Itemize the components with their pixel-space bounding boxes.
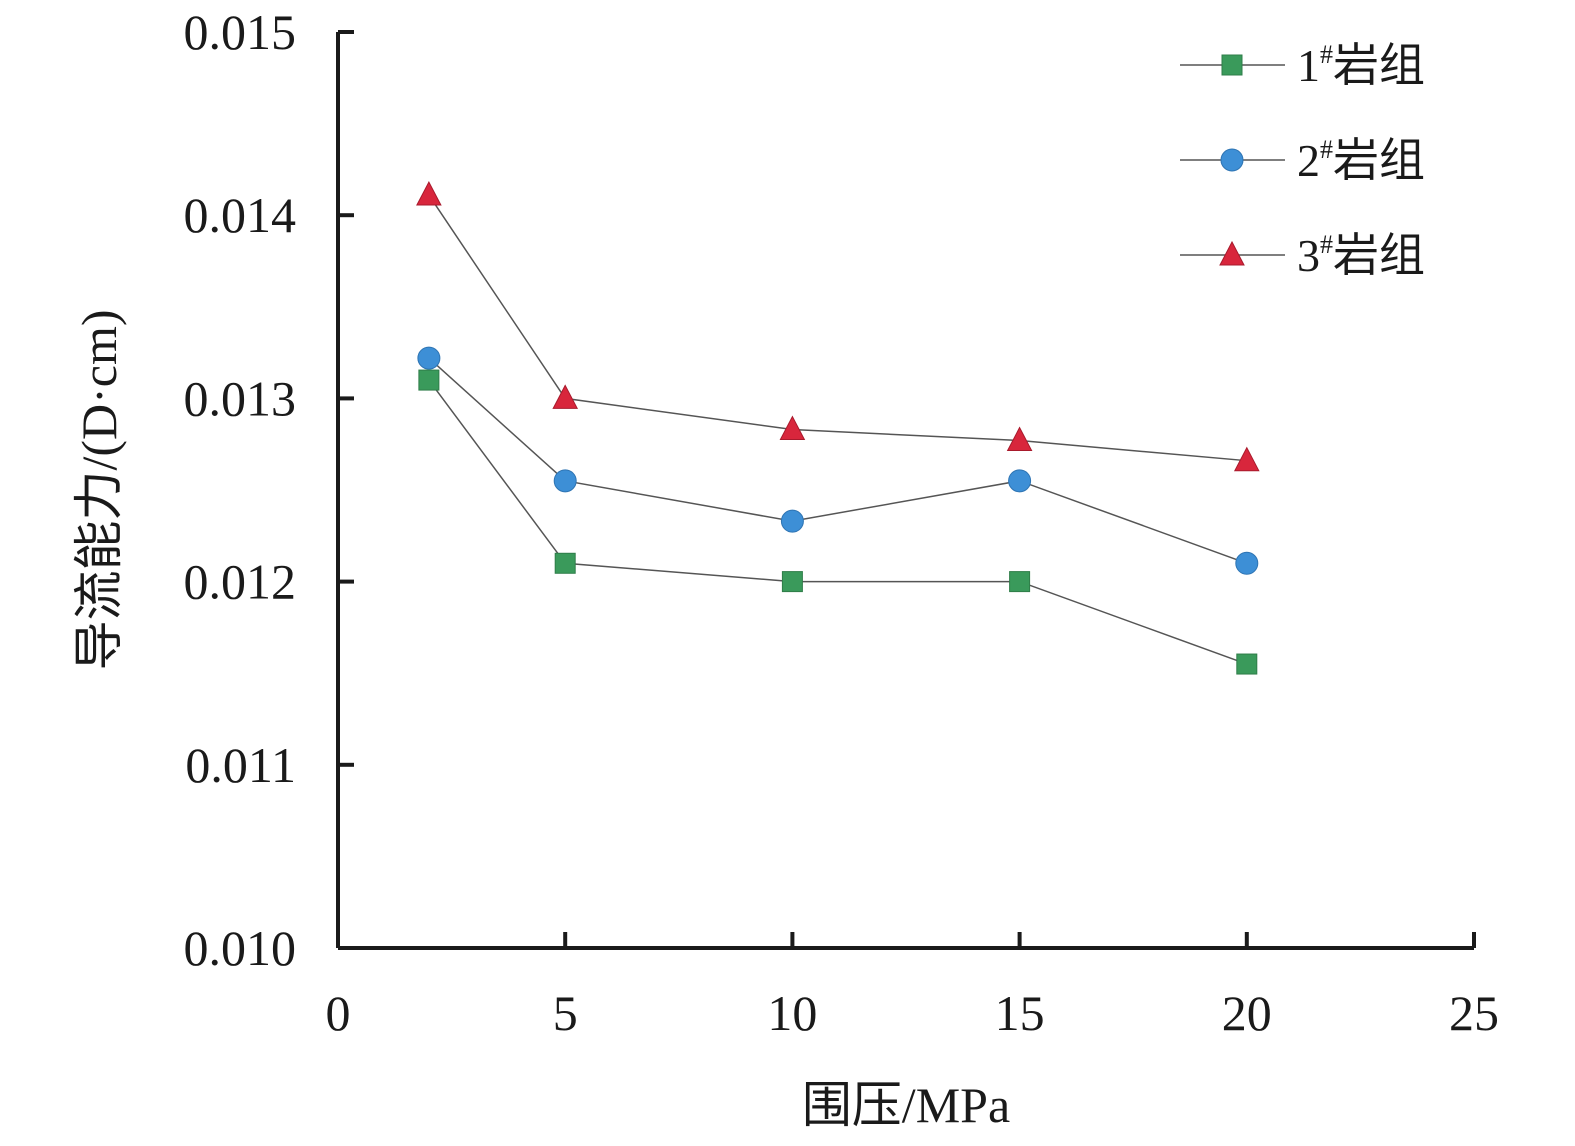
legend-label-number: 2 — [1297, 135, 1320, 186]
x-tick-label: 25 — [1449, 985, 1499, 1041]
legend-label-superscript: # — [1320, 135, 1333, 164]
legend-label-number: 3 — [1297, 230, 1320, 281]
legend-label-text: 岩组 — [1333, 230, 1425, 281]
legend-marker — [1220, 148, 1244, 172]
y-axis-title: 导流能力/(D·cm) — [71, 309, 127, 670]
y-tick-label: 0.013 — [184, 370, 297, 426]
series-line — [428, 379, 1248, 665]
data-point — [1009, 571, 1031, 593]
legend-marker — [1221, 54, 1243, 76]
x-tick-label: 5 — [553, 985, 578, 1041]
series-line — [428, 357, 1248, 564]
legend-label-number: 1 — [1297, 40, 1320, 91]
data-point — [552, 384, 579, 409]
y-tick-label: 0.012 — [184, 554, 297, 610]
series-3 — [416, 180, 1260, 472]
series-layer — [416, 180, 1260, 675]
legend-item: 2#岩组 — [1180, 135, 1425, 186]
legend-item: 3#岩组 — [1180, 230, 1425, 281]
data-point — [1006, 426, 1033, 452]
data-point — [779, 415, 806, 441]
x-tick-label: 0 — [326, 985, 351, 1041]
data-point — [418, 369, 440, 391]
legend-label-text: 岩组 — [1333, 135, 1425, 186]
legend-label-text: 岩组 — [1333, 40, 1425, 91]
x-tick-label: 20 — [1222, 985, 1272, 1041]
data-point — [417, 346, 441, 370]
data-point — [554, 552, 576, 574]
legend-marker — [1219, 240, 1245, 266]
y-tick-label: 0.014 — [184, 187, 297, 243]
series-line — [428, 194, 1247, 462]
series-2 — [417, 346, 1259, 575]
x-tick-label: 10 — [767, 985, 817, 1041]
x-axis-title: 围压/MPa — [802, 1077, 1010, 1133]
data-point — [1236, 653, 1258, 675]
legend: 1#岩组2#岩组3#岩组 — [1180, 40, 1425, 281]
y-tick-label: 0.010 — [184, 920, 297, 976]
legend-label-superscript: # — [1320, 40, 1333, 69]
data-point — [416, 180, 442, 206]
legend-label: 3#岩组 — [1297, 230, 1425, 281]
data-point — [780, 509, 804, 533]
legend-label-superscript: # — [1320, 230, 1333, 259]
x-tick-label: 15 — [995, 985, 1045, 1041]
legend-label: 1#岩组 — [1297, 40, 1425, 91]
data-point — [1233, 446, 1260, 472]
data-point — [1235, 551, 1259, 575]
series-1 — [418, 369, 1258, 675]
data-point — [1008, 469, 1032, 493]
axes: 0.010 0.011 0.012 0.013 0.014 0.015 0 5 10 15 20 25 — [184, 4, 1500, 1041]
y-tick-label: 0.011 — [185, 737, 296, 793]
data-point — [553, 469, 577, 493]
data-point — [781, 571, 803, 593]
legend-item: 1#岩组 — [1180, 40, 1425, 91]
y-tick-label: 0.015 — [184, 4, 297, 60]
legend-label: 2#岩组 — [1297, 135, 1425, 186]
